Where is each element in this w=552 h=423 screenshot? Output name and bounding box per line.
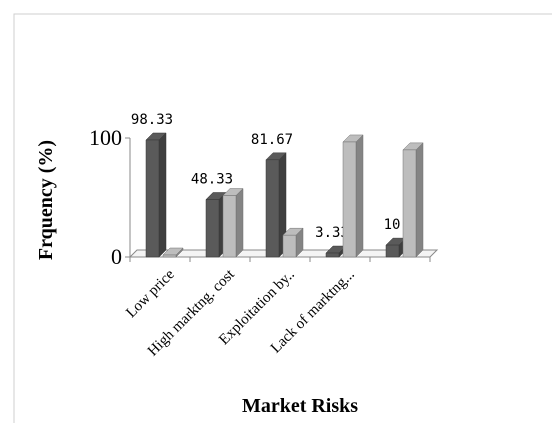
y-tick-label: 100 [89,125,122,150]
bar-face [325,252,340,258]
chart-frame [13,13,552,423]
bar [402,142,424,258]
bar-face [145,139,160,258]
value-label: 81.67 [251,132,293,148]
value-label: 10 [384,217,401,233]
bar [162,247,184,258]
bar-face [162,254,177,258]
bar-face [342,141,357,258]
value-label: 48.33 [191,171,233,187]
bar-face [355,134,364,258]
x-tick-label: Low price [123,266,178,321]
bar-face [222,195,237,258]
y-tick-label: 0 [111,244,122,269]
bar-face [265,159,280,258]
bar-face [235,187,244,258]
bar [145,132,167,258]
bar [282,227,304,258]
bar-face [205,199,220,258]
bar [265,152,287,258]
bar-face [402,149,417,258]
bar-face [158,132,167,258]
x-axis-title: Market Risks [242,395,358,417]
bar-face [282,234,297,258]
bar [342,134,364,258]
value-label: 3.33 [315,225,349,241]
y-axis-title: Frquency (%) [35,140,57,260]
bar-face [385,244,400,258]
value-label: 98.33 [131,112,173,128]
bar [222,187,244,258]
bar-face [415,142,424,258]
